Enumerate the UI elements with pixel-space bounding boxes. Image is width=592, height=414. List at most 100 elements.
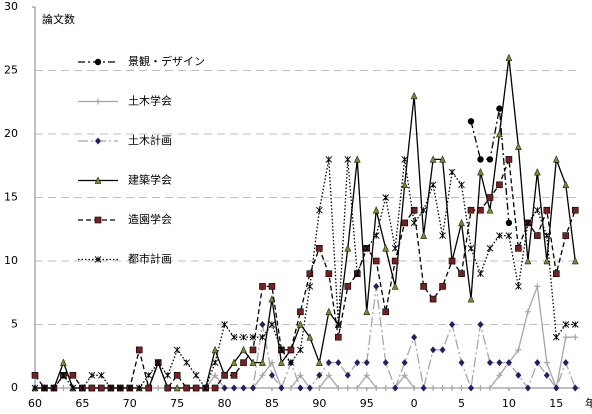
marker bbox=[154, 359, 162, 366]
marker bbox=[363, 372, 370, 379]
marker bbox=[278, 358, 285, 366]
marker bbox=[401, 180, 409, 189]
marker bbox=[259, 283, 266, 290]
marker bbox=[250, 384, 256, 392]
marker bbox=[439, 283, 446, 290]
marker bbox=[543, 359, 550, 366]
marker bbox=[401, 372, 408, 379]
marker bbox=[344, 371, 351, 379]
marker bbox=[505, 219, 513, 227]
marker bbox=[486, 359, 493, 367]
y-tick-label: 20 bbox=[4, 127, 18, 140]
marker bbox=[335, 333, 342, 341]
marker bbox=[572, 334, 579, 341]
marker bbox=[372, 206, 380, 214]
marker bbox=[496, 181, 503, 189]
marker bbox=[278, 346, 285, 354]
marker bbox=[335, 385, 342, 391]
marker bbox=[192, 384, 200, 392]
marker bbox=[94, 256, 102, 263]
marker bbox=[524, 308, 531, 315]
marker bbox=[543, 371, 550, 379]
marker bbox=[372, 232, 380, 239]
marker bbox=[259, 358, 266, 366]
marker bbox=[496, 232, 503, 239]
marker bbox=[60, 385, 67, 391]
marker bbox=[562, 334, 569, 341]
marker bbox=[449, 321, 456, 328]
marker bbox=[164, 371, 172, 379]
marker bbox=[145, 384, 153, 392]
marker bbox=[534, 206, 541, 214]
marker bbox=[543, 232, 551, 239]
marker bbox=[230, 333, 238, 341]
marker bbox=[173, 383, 181, 392]
marker bbox=[410, 206, 418, 214]
marker bbox=[534, 283, 541, 290]
marker bbox=[524, 384, 531, 392]
marker bbox=[496, 359, 503, 367]
marker bbox=[306, 384, 313, 392]
marker bbox=[515, 346, 522, 353]
marker bbox=[391, 282, 399, 290]
marker bbox=[231, 384, 238, 392]
marker bbox=[467, 118, 475, 125]
marker bbox=[135, 384, 143, 392]
marker bbox=[505, 53, 513, 62]
marker bbox=[363, 307, 371, 316]
marker bbox=[430, 346, 437, 354]
marker bbox=[268, 283, 276, 290]
marker bbox=[458, 218, 465, 227]
marker bbox=[31, 384, 39, 392]
marker bbox=[552, 155, 560, 163]
marker bbox=[60, 371, 67, 379]
marker bbox=[524, 256, 532, 265]
marker bbox=[353, 270, 361, 278]
marker bbox=[534, 232, 541, 239]
marker bbox=[382, 359, 389, 367]
y-tick-label: 5 bbox=[11, 318, 18, 331]
marker bbox=[164, 384, 171, 392]
marker bbox=[116, 384, 124, 392]
marker bbox=[477, 385, 484, 391]
marker bbox=[41, 384, 48, 392]
marker bbox=[211, 359, 219, 366]
marker bbox=[221, 384, 228, 392]
marker bbox=[420, 206, 427, 214]
legend-label: 土木学会 bbox=[128, 94, 172, 108]
marker bbox=[145, 371, 153, 379]
marker bbox=[50, 384, 58, 392]
marker bbox=[192, 371, 200, 379]
marker bbox=[155, 385, 162, 391]
legend-label: 景観・デザイン bbox=[128, 54, 205, 68]
marker bbox=[240, 384, 247, 392]
series-line bbox=[35, 286, 576, 391]
marker bbox=[382, 385, 389, 391]
marker bbox=[60, 358, 67, 366]
marker bbox=[334, 321, 342, 328]
marker bbox=[553, 384, 560, 392]
marker bbox=[372, 257, 380, 265]
marker bbox=[354, 385, 361, 391]
marker bbox=[505, 156, 513, 163]
marker bbox=[382, 194, 390, 201]
marker bbox=[287, 385, 294, 391]
marker bbox=[98, 371, 105, 379]
marker bbox=[69, 371, 77, 379]
marker bbox=[439, 346, 446, 354]
marker bbox=[287, 346, 295, 354]
marker bbox=[344, 156, 352, 163]
marker bbox=[107, 384, 115, 392]
marker bbox=[297, 372, 304, 379]
marker bbox=[373, 282, 380, 290]
marker bbox=[458, 270, 465, 278]
marker bbox=[505, 232, 513, 239]
marker bbox=[249, 333, 257, 341]
marker bbox=[572, 384, 579, 392]
marker bbox=[297, 308, 304, 316]
marker bbox=[315, 358, 323, 366]
marker bbox=[240, 359, 247, 366]
marker bbox=[344, 244, 352, 252]
marker bbox=[562, 321, 570, 328]
marker bbox=[467, 244, 475, 252]
